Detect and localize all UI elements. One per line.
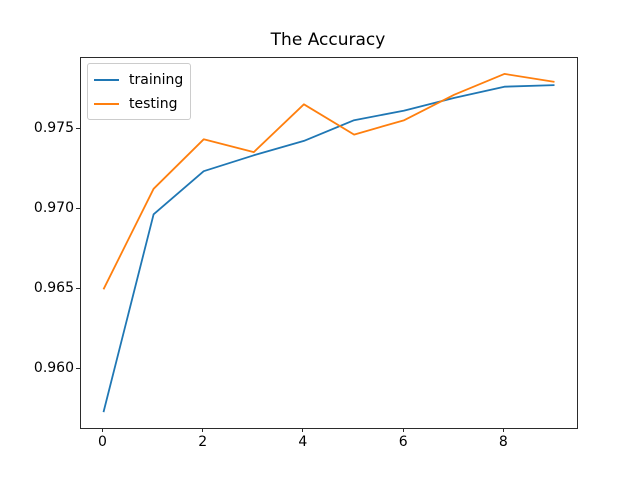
legend-box: training testing bbox=[87, 63, 191, 120]
x-tick-label: 6 bbox=[398, 434, 408, 450]
legend-item-training: training bbox=[88, 68, 190, 92]
y-tick-mark bbox=[76, 367, 80, 369]
x-tick-label: 8 bbox=[498, 434, 508, 450]
x-tick-mark bbox=[202, 428, 204, 432]
legend-label-testing: testing bbox=[129, 96, 178, 112]
axes-frame: training testing bbox=[80, 57, 578, 429]
x-tick-label: 4 bbox=[298, 434, 308, 450]
x-tick-label: 0 bbox=[98, 434, 107, 450]
y-tick-label: 0.970 bbox=[33, 200, 74, 216]
legend-label-training: training bbox=[129, 72, 184, 88]
x-tick-label: 2 bbox=[198, 434, 208, 450]
y-tick-mark bbox=[76, 287, 80, 289]
y-tick-mark bbox=[76, 208, 80, 209]
y-tick-label: 0.965 bbox=[33, 279, 74, 296]
testing-line-swatch bbox=[94, 103, 119, 105]
x-tick-mark bbox=[102, 428, 103, 432]
x-tick-mark bbox=[302, 428, 304, 432]
chart-title: The Accuracy bbox=[270, 30, 386, 50]
line-chart-svg bbox=[102, 72, 555, 413]
x-tick-mark bbox=[502, 428, 504, 432]
series-line-testing bbox=[102, 72, 555, 290]
legend-item-testing: testing bbox=[88, 92, 190, 116]
y-tick-label: 0.960 bbox=[33, 359, 74, 376]
y-tick-mark bbox=[76, 128, 80, 130]
x-tick-mark bbox=[402, 428, 404, 432]
training-line-swatch bbox=[94, 79, 119, 81]
series-line-training bbox=[102, 84, 555, 413]
y-tick-label: 0.975 bbox=[33, 120, 74, 137]
